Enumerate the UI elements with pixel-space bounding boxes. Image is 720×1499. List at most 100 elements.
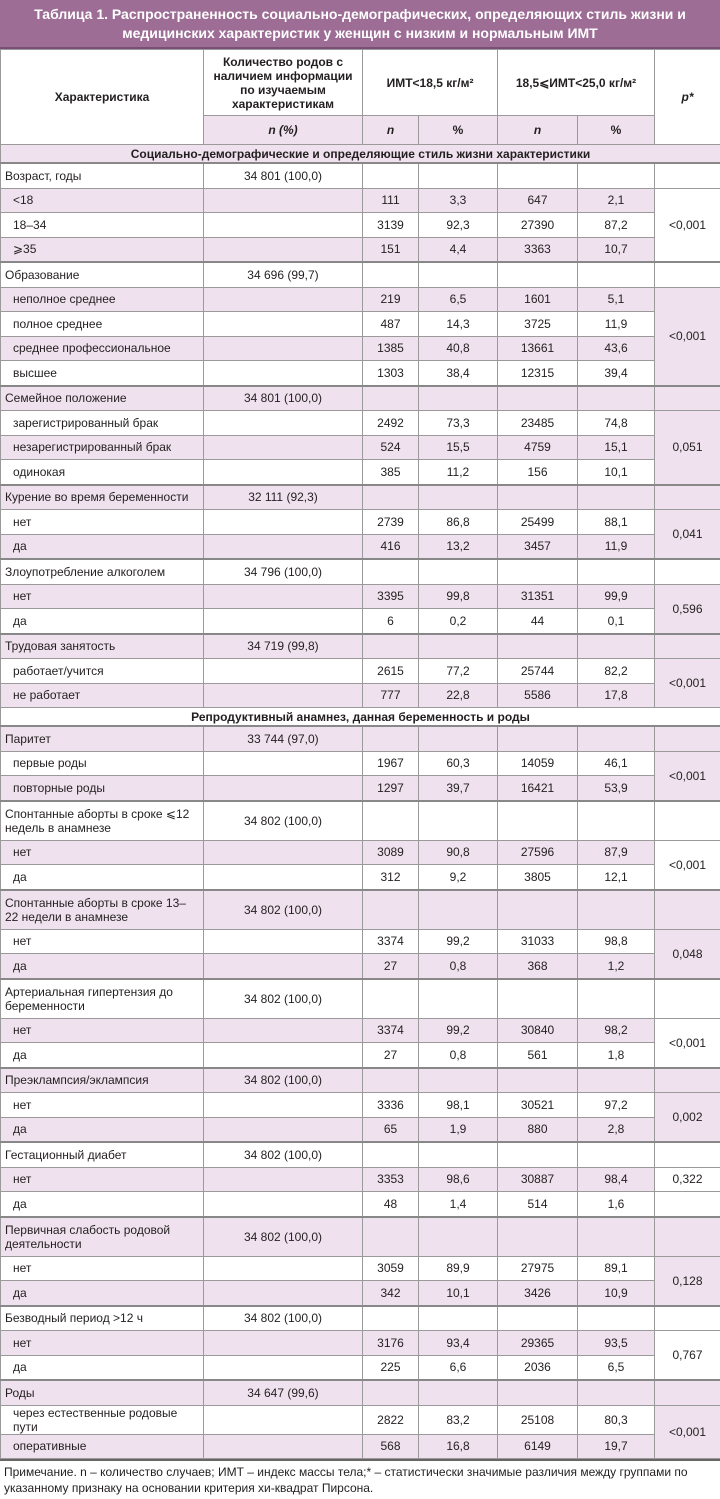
cell-n2: 27390 — [498, 213, 578, 238]
cell-pct2: 2,1 — [578, 188, 655, 213]
cell-n1: 2822 — [363, 1405, 419, 1434]
cell-pct2: 15,1 — [578, 435, 655, 460]
cell-n2: 880 — [498, 1117, 578, 1142]
p-value: 0,322 — [655, 1167, 720, 1192]
empty-cell — [419, 262, 498, 287]
empty-cell — [655, 485, 720, 510]
row-label: нет — [1, 1331, 204, 1356]
row-label: нет — [1, 1167, 204, 1192]
header-characteristic: Характеристика — [1, 50, 204, 145]
cell-pct2: 74,8 — [578, 411, 655, 436]
cell-n1: 65 — [363, 1117, 419, 1142]
row-label: да — [1, 1043, 204, 1068]
cell-pct2: 46,1 — [578, 751, 655, 776]
group-row: Артериальная гипертензия до беременности… — [1, 979, 720, 1019]
row-label: да — [1, 954, 204, 979]
row-label: среднее профессиональное — [1, 336, 204, 361]
empty-cell — [204, 1405, 363, 1434]
empty-cell — [498, 1380, 578, 1405]
cell-n2: 6149 — [498, 1434, 578, 1459]
header-count-sub: n (%) — [204, 116, 363, 145]
row-label: нет — [1, 584, 204, 609]
empty-cell — [204, 460, 363, 485]
cell-pct2: 88,1 — [578, 510, 655, 535]
cell-n1: 2739 — [363, 510, 419, 535]
empty-cell — [204, 1434, 363, 1459]
empty-cell — [498, 163, 578, 188]
cell-pct2: 80,3 — [578, 1405, 655, 1434]
empty-cell — [363, 890, 419, 930]
cell-pct1: 16,8 — [419, 1434, 498, 1459]
cell-pct2: 19,7 — [578, 1434, 655, 1459]
cell-n2: 3363 — [498, 237, 578, 262]
empty-cell — [498, 726, 578, 751]
empty-cell — [655, 979, 720, 1019]
empty-cell — [498, 559, 578, 584]
empty-cell — [655, 1192, 720, 1217]
empty-cell — [578, 386, 655, 411]
empty-cell — [363, 559, 419, 584]
empty-cell — [578, 979, 655, 1019]
cell-n1: 312 — [363, 865, 419, 890]
group-label: Возраст, годы — [1, 163, 204, 188]
empty-cell — [363, 1068, 419, 1093]
empty-cell — [204, 1093, 363, 1118]
cell-pct2: 1,6 — [578, 1192, 655, 1217]
section-header-row: Социально-демографические и определяющие… — [1, 145, 720, 164]
cell-n1: 416 — [363, 534, 419, 559]
empty-cell — [204, 1167, 363, 1192]
cell-n1: 1297 — [363, 776, 419, 801]
cell-pct2: 89,1 — [578, 1256, 655, 1281]
cell-pct2: 10,7 — [578, 237, 655, 262]
cell-pct2: 6,5 — [578, 1355, 655, 1380]
empty-cell — [204, 312, 363, 337]
cell-pct2: 0,1 — [578, 609, 655, 634]
empty-cell — [204, 776, 363, 801]
empty-cell — [363, 801, 419, 841]
empty-cell — [204, 1018, 363, 1043]
cell-n2: 30887 — [498, 1167, 578, 1192]
cell-pct1: 10,1 — [419, 1281, 498, 1306]
header-group1: ИМТ<18,5 кг/м² — [363, 50, 498, 116]
p-value: 0,051 — [655, 411, 720, 485]
cell-pct2: 93,5 — [578, 1331, 655, 1356]
empty-cell — [419, 1306, 498, 1331]
empty-cell — [655, 1306, 720, 1331]
row-label: да — [1, 609, 204, 634]
row-label: первые роды — [1, 751, 204, 776]
data-table: Характеристика Количество родов с наличи… — [0, 49, 720, 1459]
cell-pct1: 1,9 — [419, 1117, 498, 1142]
empty-cell — [204, 1281, 363, 1306]
group-total: 34 696 (99,7) — [204, 262, 363, 287]
header-p: p* — [655, 50, 720, 145]
empty-cell — [578, 1380, 655, 1405]
cell-n2: 25108 — [498, 1405, 578, 1434]
table-body: Социально-демографические и определяющие… — [1, 145, 720, 1459]
cell-n1: 1303 — [363, 361, 419, 386]
cell-n2: 25499 — [498, 510, 578, 535]
group-label: Безводный период >12 ч — [1, 1306, 204, 1331]
empty-cell — [363, 1142, 419, 1167]
cell-n1: 48 — [363, 1192, 419, 1217]
row-label: одинокая — [1, 460, 204, 485]
empty-cell — [578, 726, 655, 751]
cell-pct2: 97,2 — [578, 1093, 655, 1118]
empty-cell — [419, 386, 498, 411]
cell-n2: 30521 — [498, 1093, 578, 1118]
cell-pct1: 86,8 — [419, 510, 498, 535]
cell-n1: 487 — [363, 312, 419, 337]
cell-pct2: 39,4 — [578, 361, 655, 386]
row-label: неполное среднее — [1, 287, 204, 312]
group-label: Преэклампсия/эклампсия — [1, 1068, 204, 1093]
cell-n2: 514 — [498, 1192, 578, 1217]
empty-cell — [204, 287, 363, 312]
